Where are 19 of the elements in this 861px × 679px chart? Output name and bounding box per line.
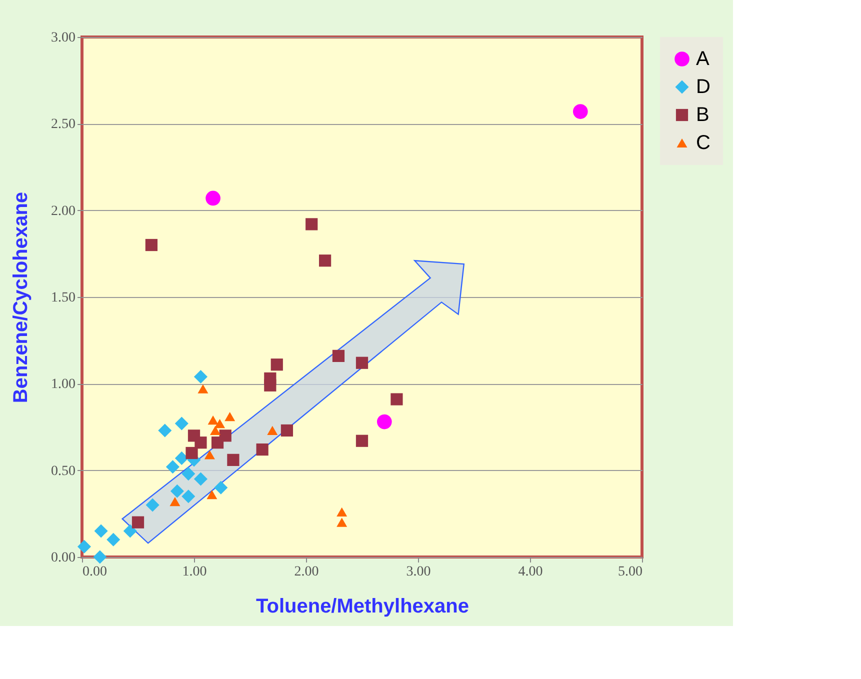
y-tick-label: 2.50 <box>51 117 76 132</box>
x-axis-title: Toluene/Methylhexane <box>256 596 470 618</box>
y-tick-label: 0.50 <box>51 464 76 479</box>
y-tick-label: 3.00 <box>51 30 76 46</box>
y-tick-label: 2.00 <box>51 204 76 219</box>
y-tick-label: 1.50 <box>51 290 76 306</box>
x-tick-label: 5.00 <box>618 564 642 580</box>
x-tick-label: 0.00 <box>82 564 107 580</box>
x-tick-label: 2.00 <box>294 564 319 580</box>
y-tick-label: 1.00 <box>51 377 76 392</box>
x-tick-label: 3.00 <box>406 564 431 580</box>
legend-label: C <box>696 132 710 154</box>
legend-label: B <box>696 104 710 126</box>
y-axis-title: Benzene/Cyclohexane <box>10 192 32 404</box>
legend-label: A <box>696 48 710 70</box>
y-tick-label: 0.00 <box>51 550 76 566</box>
x-tick-label: 4.00 <box>518 564 543 580</box>
x-tick-label: 1.00 <box>182 564 207 580</box>
legend-label: D <box>696 76 710 98</box>
